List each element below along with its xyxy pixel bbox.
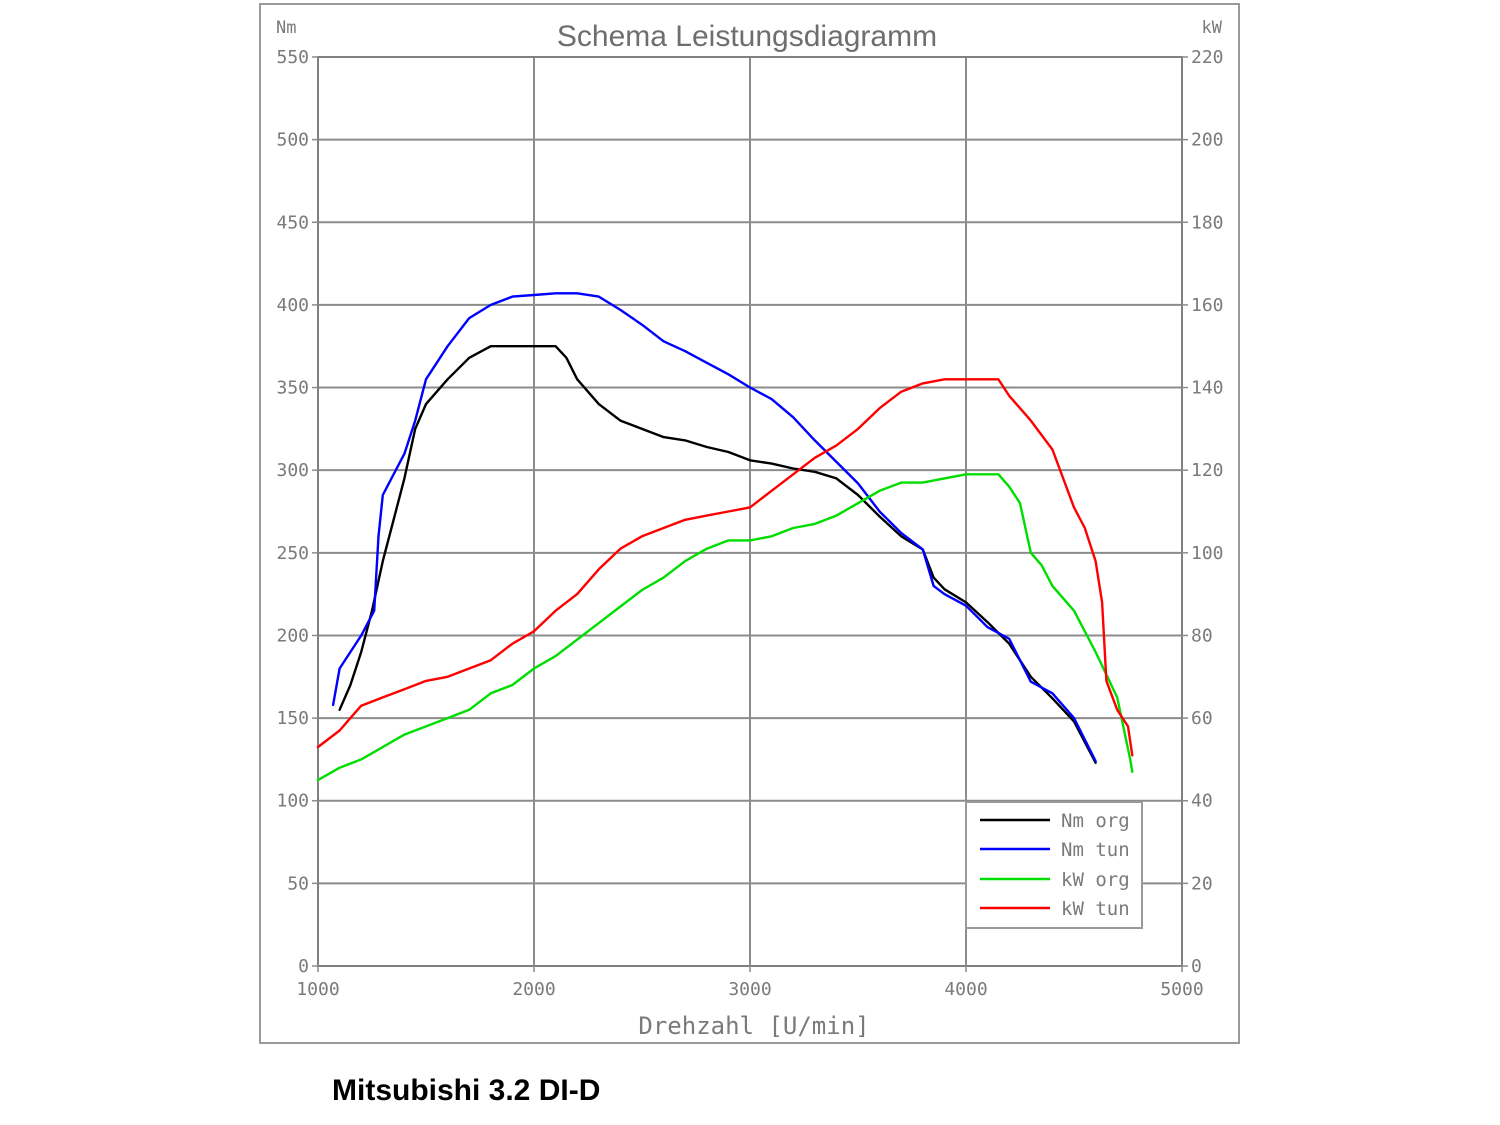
x-tick-label: 5000 <box>1160 979 1203 1000</box>
y-left-tick-label: 500 <box>276 130 309 151</box>
y-right-tick-label: 60 <box>1191 708 1213 729</box>
y-right-tick-label: 200 <box>1191 130 1224 151</box>
y-left-tick-label: 450 <box>276 212 309 233</box>
x-axis-title: Drehzahl [U/min] <box>638 1012 869 1040</box>
legend: Nm org Nm tun kW org kW tun <box>965 801 1143 929</box>
y-left-tick-label: 200 <box>276 625 309 646</box>
y-right-tick-label: 0 <box>1191 956 1202 977</box>
vehicle-caption: Mitsubishi 3.2 DI-D <box>332 1074 601 1107</box>
power-torque-chart: 0 0 50 20 100 40 150 60 200 80 250 100 300 120 350 140 4… <box>259 3 1240 1044</box>
y-right-tick-label: 20 <box>1191 873 1213 894</box>
y-right-tick-label: 160 <box>1191 295 1224 316</box>
y-left-tick-label: 550 <box>276 47 309 68</box>
series-line-nm-org <box>338 345 1097 764</box>
axis-ticks: 0 0 50 20 100 40 150 60 200 80 250 100 300 120 350 140 4… <box>276 47 1223 1000</box>
series-line-kw-tun <box>316 378 1134 757</box>
y-right-tick-label: 140 <box>1191 378 1224 399</box>
y-left-tick-label: 350 <box>276 378 309 399</box>
series-lines <box>316 292 1134 782</box>
y-left-tick-label: 0 <box>298 956 309 977</box>
y-right-tick-label: 120 <box>1191 460 1224 481</box>
y-right-tick-label: 100 <box>1191 543 1224 564</box>
y-left-tick-label: 250 <box>276 543 309 564</box>
y-left-tick-label: 300 <box>276 460 309 481</box>
y-right-tick-label: 80 <box>1191 625 1213 646</box>
y-left-tick-label: 150 <box>276 708 309 729</box>
y-left-tick-label: 50 <box>287 873 309 894</box>
right-axis-unit: kW <box>1202 18 1223 38</box>
y-right-tick-label: 40 <box>1191 791 1213 812</box>
legend-label-kw-org: kW org <box>1061 869 1130 891</box>
y-left-tick-label: 100 <box>276 791 309 812</box>
series-line-nm-tun <box>331 292 1097 763</box>
y-right-tick-label: 180 <box>1191 212 1224 233</box>
x-tick-label: 4000 <box>944 979 987 1000</box>
chart-title: Schema Leistungsdiagramm <box>557 20 937 53</box>
y-right-tick-label: 220 <box>1191 47 1224 68</box>
left-axis-unit: Nm <box>276 18 296 38</box>
legend-label-kw-tun: kW tun <box>1061 898 1130 920</box>
legend-label-nm-org: Nm org <box>1061 810 1130 832</box>
legend-label-nm-tun: Nm tun <box>1061 839 1130 861</box>
series-line-kw-org <box>316 473 1134 782</box>
x-tick-label: 1000 <box>296 979 339 1000</box>
x-tick-label: 2000 <box>512 979 555 1000</box>
x-tick-label: 3000 <box>728 979 771 1000</box>
y-left-tick-label: 400 <box>276 295 309 316</box>
